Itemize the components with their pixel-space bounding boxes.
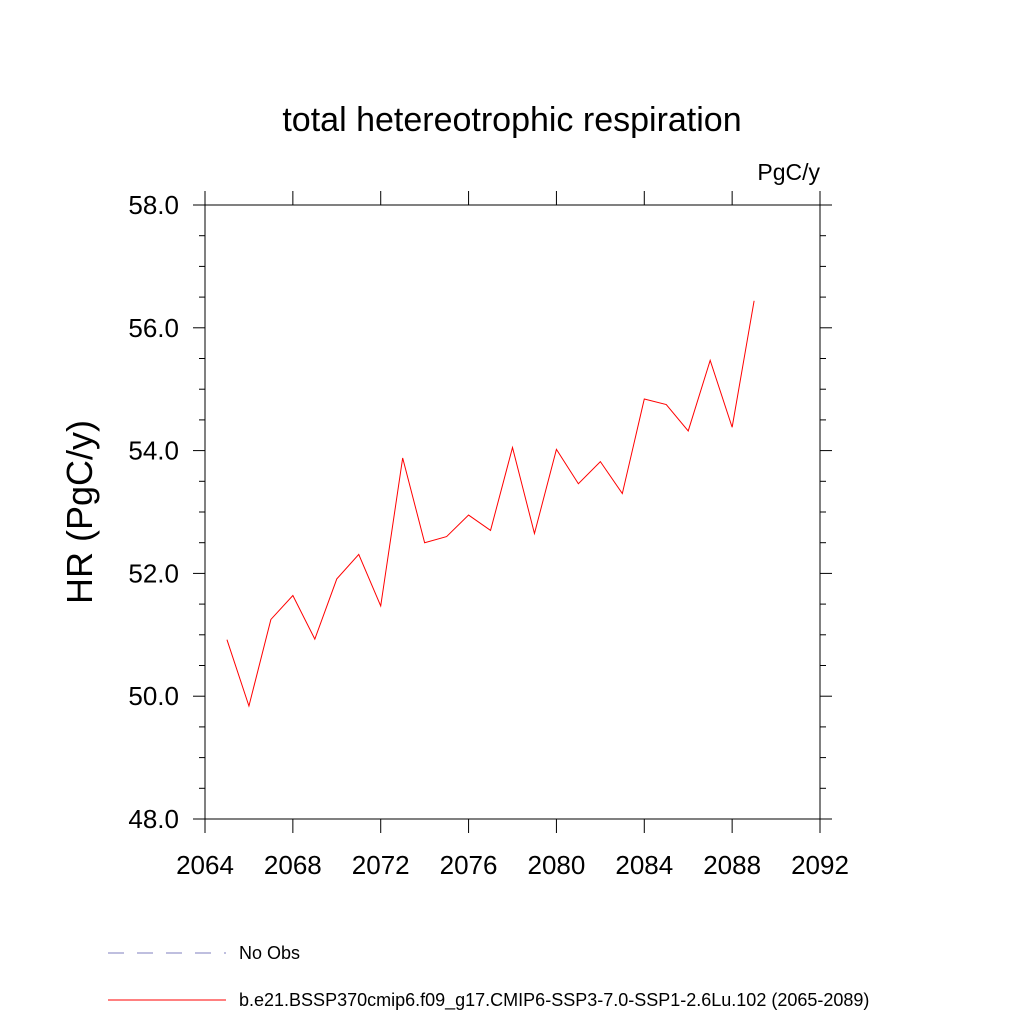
y-axis-ticks — [193, 204, 832, 820]
x-tick-label: 2068 — [264, 850, 322, 880]
series-line-0 — [226, 300, 755, 708]
y-axis-tick-labels: 48.0 50.0 52.0 54.0 56.0 58.0 — [128, 190, 179, 834]
x-tick-label: 2076 — [440, 850, 498, 880]
plot-frame — [204, 204, 821, 820]
y-tick-label: 52.0 — [128, 558, 179, 588]
x-axis-tick-labels: 2064 2068 2072 2076 2080 2084 2088 2092 — [176, 850, 849, 880]
y-tick-label: 58.0 — [128, 190, 179, 220]
x-tick-label: 2092 — [791, 850, 849, 880]
y-axis-label: HR (PgC/y) — [59, 420, 100, 604]
x-tick-label: 2064 — [176, 850, 234, 880]
x-tick-label: 2072 — [352, 850, 410, 880]
series-layer — [226, 300, 755, 708]
x-tick-label: 2084 — [615, 850, 673, 880]
legend-label-no-obs: No Obs — [239, 943, 300, 963]
y-tick-label: 50.0 — [128, 681, 179, 711]
x-axis-ticks — [204, 191, 821, 833]
x-tick-label: 2080 — [528, 850, 586, 880]
chart-title: total hetereotrophic respiration — [282, 101, 741, 139]
x-tick-label: 2088 — [703, 850, 761, 880]
legend-label-model: b.e21.BSSP370cmip6.f09_g17.CMIP6-SSP3-7.… — [239, 990, 869, 1011]
units-label: PgC/y — [757, 159, 820, 185]
y-tick-label: 56.0 — [128, 313, 179, 343]
legend: No Obs b.e21.BSSP370cmip6.f09_g17.CMIP6-… — [108, 943, 869, 1011]
y-tick-label: 54.0 — [128, 436, 179, 466]
y-tick-label: 48.0 — [128, 804, 179, 834]
